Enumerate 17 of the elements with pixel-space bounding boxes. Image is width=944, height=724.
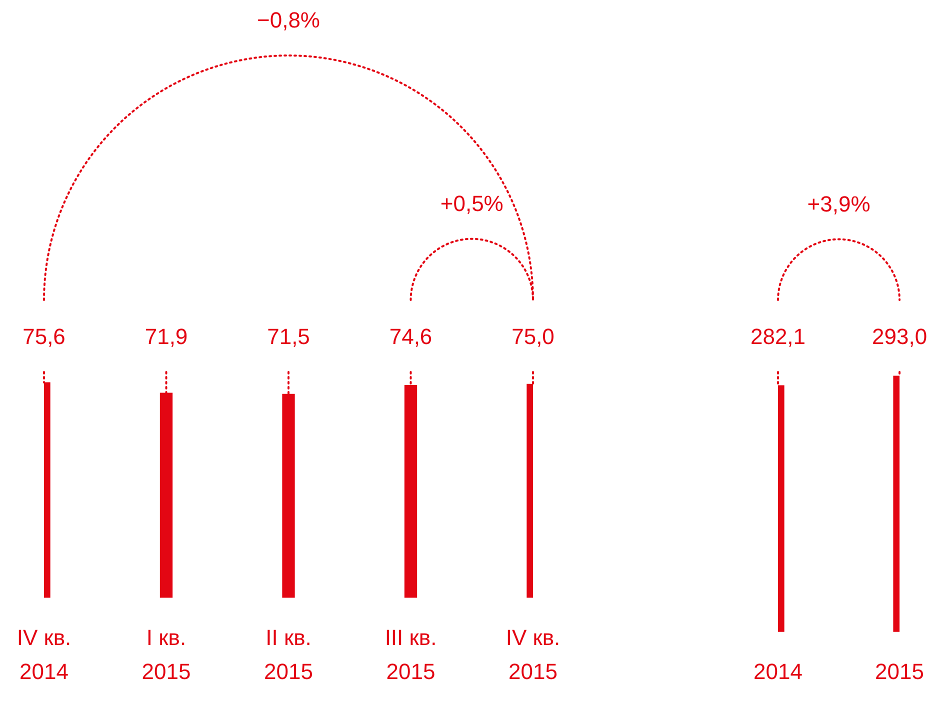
text: +0,5% (440, 190, 504, 216)
data-label: 74,6 (389, 324, 432, 350)
data-label: 75,6 (22, 324, 66, 350)
data-label: 293,0 (872, 324, 928, 350)
x-tick-label: II кв. 2015 (264, 624, 313, 684)
data-label: 75,0 (512, 324, 554, 350)
text: −0,8% (257, 8, 320, 33)
data-label: 71,9 (144, 324, 188, 350)
x-tick-label: IV кв. 2015 (506, 624, 560, 684)
data-label: 71,5 (267, 324, 310, 350)
x-tick-label: 2015 (875, 659, 924, 684)
x-tick-label: I кв. 2015 (142, 624, 191, 684)
x-tick-label: III кв. 2015 (384, 624, 437, 684)
x-tick-label: IV кв. 2014 (16, 624, 72, 684)
text: +3,9% (807, 191, 870, 216)
x-tick-label: 2014 (754, 659, 802, 684)
data-label: 282,1 (750, 324, 806, 350)
